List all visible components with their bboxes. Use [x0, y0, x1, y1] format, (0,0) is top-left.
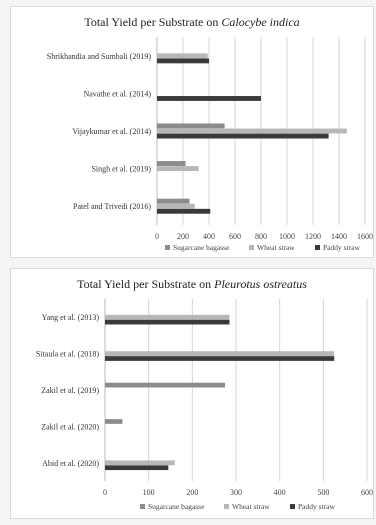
category-label: Zakil et al. (2020)	[41, 422, 99, 431]
bar	[105, 419, 123, 424]
bar	[105, 319, 230, 325]
chart-title: Total Yield per Substrate on Calocybe in…	[84, 15, 300, 29]
legend-swatch	[315, 245, 320, 250]
legend-label: Sugarcane bagasse	[148, 502, 205, 511]
bar	[157, 166, 199, 172]
x-tick-label: 200	[177, 232, 189, 241]
x-tick-label: 0	[103, 488, 107, 497]
bar	[105, 314, 230, 320]
x-tick-label: 300	[230, 488, 242, 497]
bar	[157, 128, 347, 134]
x-tick-label: 500	[317, 488, 329, 497]
x-tick-label: 100	[143, 488, 155, 497]
legend-swatch	[249, 245, 254, 250]
x-tick-label: 400	[203, 232, 215, 241]
legend-swatch	[290, 504, 295, 509]
category-label: Patel and Trivedi (2016)	[73, 202, 151, 211]
legend-label: Wheat straw	[257, 243, 295, 252]
legend-swatch	[140, 504, 145, 509]
category-label: Yang et al. (2013)	[42, 313, 100, 322]
x-tick-label: 1000	[279, 232, 295, 241]
bar	[157, 198, 190, 204]
chart-pleurotus: 0 100 200 300 400 500 600 Yang et al. (2013) Sit…	[36, 299, 373, 511]
bar	[105, 351, 335, 356]
bar	[105, 460, 175, 466]
bar	[105, 382, 226, 388]
x-tick-label: 1600	[357, 232, 373, 241]
legend-label: Paddy straw	[298, 502, 335, 511]
category-label: Zakil et al. (2019)	[41, 386, 99, 395]
bar	[157, 161, 186, 166]
category-label: Navathe et al. (2014)	[83, 89, 151, 98]
bar	[157, 53, 208, 59]
legend-label: Paddy straw	[323, 243, 360, 252]
bar	[157, 208, 211, 214]
bar	[157, 123, 225, 129]
category-label: Sitaula et al. (2018)	[36, 350, 99, 359]
x-tick-label: 200	[186, 488, 198, 497]
x-tick-label: 1400	[331, 232, 347, 241]
legend-label: Sugarcane bagasse	[173, 243, 230, 252]
x-tick-label: 800	[255, 232, 267, 241]
legend-swatch	[224, 504, 229, 509]
x-tick-label: 400	[274, 488, 286, 497]
category-label: Abid et al. (2020)	[42, 459, 99, 468]
x-tick-label: 0	[155, 232, 159, 241]
bar	[105, 465, 169, 471]
category-label: Singh et al. (2019)	[91, 165, 151, 174]
legend-label: Wheat straw	[232, 502, 270, 511]
chart-panel-pleurotus: Total Yield per Substrate on Pleurotus o…	[10, 268, 374, 519]
bar	[157, 58, 209, 64]
category-label: Vijaykumar et al. (2014)	[72, 127, 151, 136]
bar	[105, 356, 335, 361]
chart-calocybe: 0 200 400 600 800 1000 1200 1400 1600 Shrikhandia…	[47, 37, 373, 252]
x-tick-label: 600	[229, 232, 241, 241]
legend-swatch	[165, 245, 170, 250]
x-tick-label: 600	[361, 488, 373, 497]
chart-panel-calocybe: Total Yield per Substrate on Calocybe in…	[10, 6, 374, 258]
category-label: Shrikhandia and Sumbali (2019)	[47, 52, 152, 61]
x-tick-label: 1200	[305, 232, 321, 241]
bar	[157, 203, 195, 209]
bar	[157, 133, 329, 139]
bar	[157, 96, 261, 101]
chart-title: Total Yield per Substrate on Pleurotus o…	[77, 277, 307, 291]
